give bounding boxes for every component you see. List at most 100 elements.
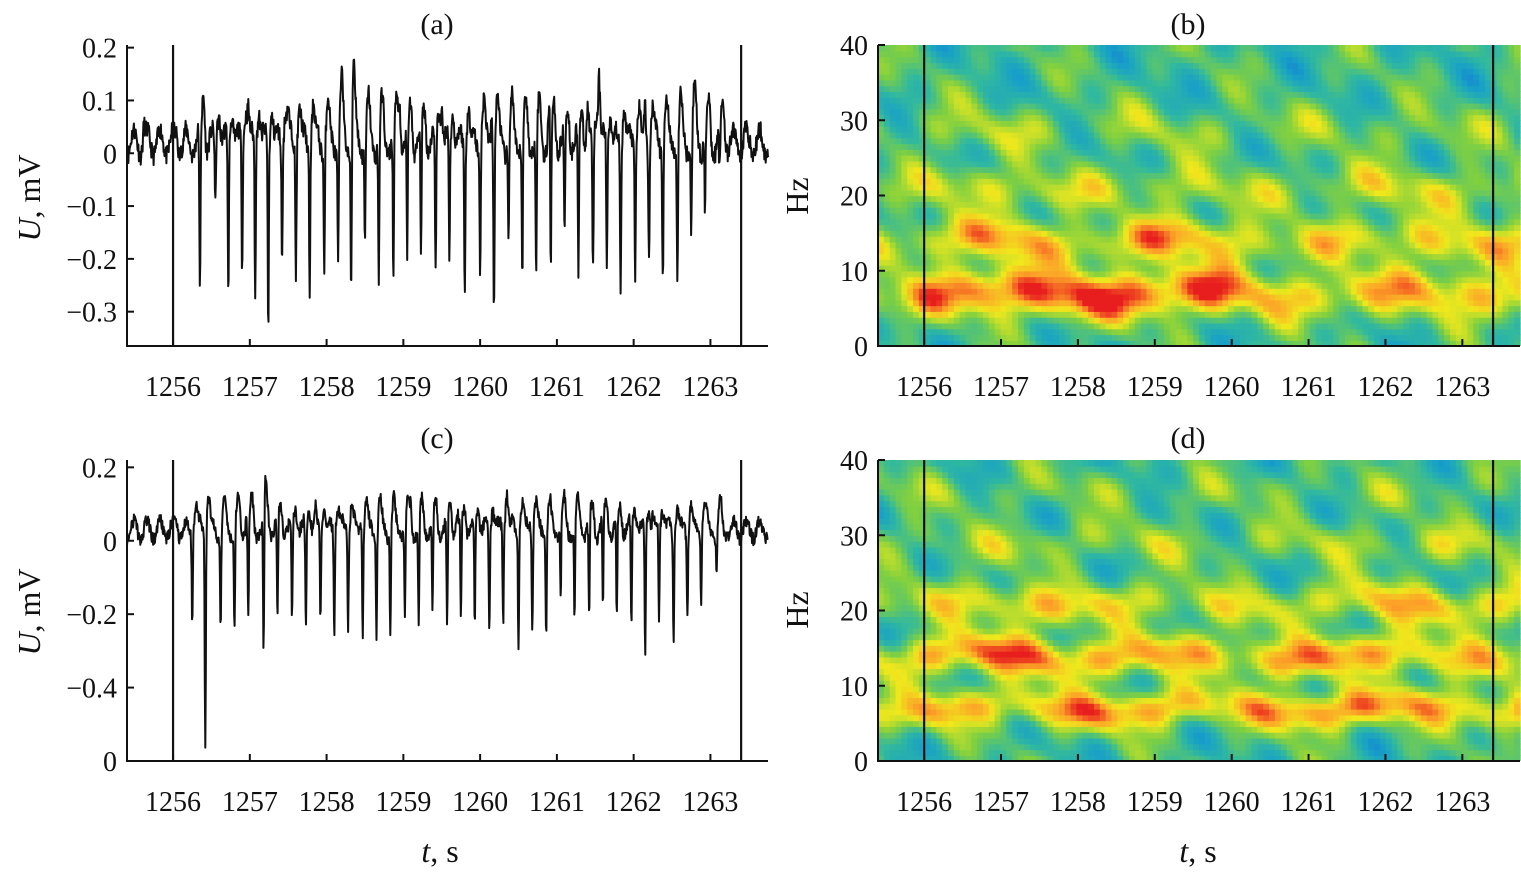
heatmap-cell (1099, 178, 1107, 185)
heatmap-cell (1082, 120, 1089, 127)
heatmap-cell (1152, 68, 1159, 75)
heatmap-cell (1327, 108, 1334, 116)
heatmap-cell (1292, 178, 1299, 185)
heatmap-cell (1099, 79, 1107, 87)
heatmap-cell (1128, 137, 1136, 145)
heatmap-cell (1099, 212, 1107, 220)
heatmap-cell (1298, 114, 1305, 121)
heatmap-cell (1257, 154, 1264, 162)
heatmap-cell (918, 160, 926, 168)
heatmap-cell (1093, 230, 1101, 237)
heatmap-cell (1368, 299, 1375, 307)
heatmap-cell (1403, 56, 1410, 64)
heatmap-cell (1309, 172, 1317, 179)
heatmap-cell (918, 340, 926, 346)
heatmap-cell (994, 282, 1002, 289)
heatmap-cell (1123, 334, 1130, 341)
heatmap-cell (1006, 201, 1013, 208)
heatmap-cell (1333, 137, 1340, 145)
heatmap-cell (901, 166, 908, 174)
heatmap-cell (1356, 218, 1364, 226)
heatmap-cell (1339, 288, 1346, 295)
heatmap-cell (971, 149, 978, 156)
heatmap-cell (936, 299, 943, 307)
heatmap-cell (1263, 68, 1270, 75)
heatmap-cell (1000, 166, 1008, 174)
heatmap-cell (1105, 56, 1113, 64)
heatmap-cell (971, 143, 978, 150)
heatmap-cell (1269, 189, 1276, 197)
heatmap-cell (924, 143, 932, 150)
heatmap-cell (1041, 97, 1048, 104)
heatmap-cell (1210, 166, 1218, 174)
heatmap-cell (1175, 62, 1183, 69)
heatmap-cell (1298, 68, 1305, 75)
heatmap-cell (1292, 328, 1299, 336)
heatmap-cell (1128, 195, 1136, 202)
heatmap-cell (942, 259, 949, 266)
heatmap-cell (1391, 322, 1399, 330)
heatmap-cell (918, 218, 926, 226)
heatmap-cell (1409, 56, 1416, 64)
heatmap-cell (1029, 288, 1037, 295)
heatmap-cell (1018, 189, 1025, 197)
heatmap-cell (942, 178, 949, 185)
heatmap-cell (1146, 172, 1154, 179)
heatmap-cell (1216, 114, 1224, 121)
heatmap-cell (953, 56, 961, 64)
heatmap-cell (1105, 143, 1113, 150)
heatmap-cell (1245, 276, 1253, 284)
heatmap-cell (1070, 68, 1078, 75)
heatmap-cell (1350, 183, 1358, 191)
heatmap-cell (1047, 143, 1054, 150)
heatmap-cell (983, 334, 990, 341)
heatmap-cell (889, 120, 897, 127)
heatmap-cell (1321, 149, 1329, 156)
heatmap-cell (1298, 149, 1305, 156)
heatmap-cell (1000, 62, 1008, 69)
heatmap-cell (1099, 68, 1107, 75)
heatmap-cell (1362, 154, 1369, 162)
heatmap-cell (1263, 91, 1270, 98)
heatmap-cell (1257, 236, 1264, 243)
heatmap-cell (901, 218, 908, 226)
heatmap-cell (1344, 230, 1352, 237)
heatmap-cell (1304, 126, 1311, 133)
heatmap-cell (1321, 85, 1329, 93)
heatmap-cell (1350, 340, 1358, 346)
heatmap-cell (1012, 218, 1019, 226)
heatmap-cell (1181, 183, 1189, 191)
heatmap-cell (930, 299, 938, 307)
heatmap-cell (1064, 166, 1072, 174)
heatmap-cell (1029, 276, 1037, 284)
heatmap-cell (1105, 340, 1113, 346)
heatmap-cell (1006, 328, 1013, 336)
heatmap-cell (1327, 172, 1334, 179)
heatmap-cell (1105, 288, 1113, 295)
heatmap-cell (1239, 172, 1247, 179)
heatmap-cell (1368, 334, 1375, 341)
heatmap-cell (913, 270, 920, 278)
heatmap-cell (1012, 56, 1019, 64)
heatmap-cell (1146, 45, 1154, 52)
heatmap-cell (1058, 50, 1066, 58)
heatmap-cell (1356, 328, 1364, 336)
heatmap-cell (1251, 102, 1259, 110)
heatmap-cell (942, 311, 949, 318)
heatmap-cell (948, 154, 955, 162)
heatmap-cell (1269, 68, 1276, 75)
heatmap-cell (1169, 56, 1177, 64)
heatmap-cell (994, 259, 1002, 266)
heatmap-cell (901, 241, 908, 249)
heatmap-cell (1058, 131, 1066, 139)
heatmap-cell (1023, 195, 1031, 202)
heatmap-cell (988, 218, 996, 226)
heatmap-cell (1228, 259, 1235, 266)
heatmap-cell (1385, 247, 1393, 255)
heatmap-cell (1128, 230, 1136, 237)
heatmap-cell (1134, 253, 1142, 260)
heatmap-cell (1414, 247, 1422, 255)
heatmap-cell (907, 131, 914, 139)
heatmap-cell (1286, 201, 1294, 208)
heatmap-cell (1204, 68, 1212, 75)
